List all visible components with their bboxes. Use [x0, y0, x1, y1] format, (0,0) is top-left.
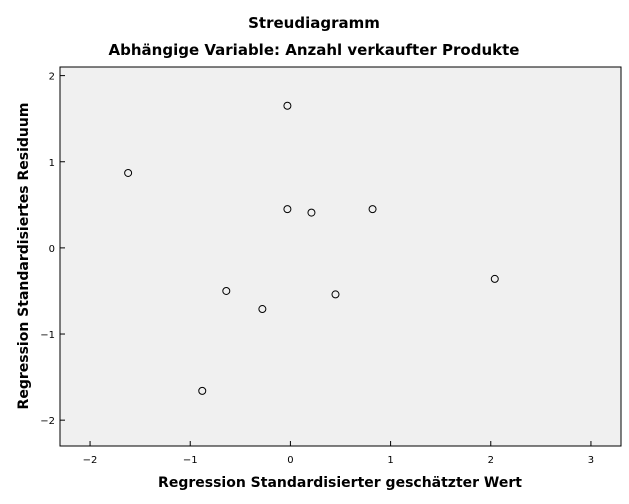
scatter-point [222, 286, 231, 295]
y-tick-label: −1 [40, 330, 55, 341]
plot-area [59, 66, 622, 447]
y-tick-label: 1 [49, 158, 55, 169]
y-axis-ticks: −2 −1 0 1 2 [40, 72, 65, 427]
scatter-point [307, 208, 316, 217]
y-axis-label: Regression Standardisiertes Residuum [16, 103, 32, 410]
scatter-point [490, 274, 499, 283]
x-tick-label: 1 [387, 455, 393, 466]
x-axis-label: Regression Standardisierter geschätzter … [158, 475, 522, 491]
scatter-point [258, 305, 267, 314]
x-axis-ticks: −2 −1 0 1 2 3 [83, 441, 594, 466]
y-tick-label: 2 [49, 72, 55, 83]
chart-title: Streudiagramm [248, 14, 380, 32]
x-tick-label: 3 [588, 455, 594, 466]
x-tick-label: 0 [287, 455, 293, 466]
scatter-point [198, 386, 207, 395]
y-tick-label: −2 [40, 416, 55, 427]
x-tick-label: −2 [83, 455, 98, 466]
x-tick-label: −1 [183, 455, 198, 466]
data-points [124, 101, 499, 395]
scatter-point [283, 101, 292, 110]
y-tick-label: 0 [49, 244, 55, 255]
scatter-point [331, 290, 340, 299]
scatter-point [283, 205, 292, 214]
x-tick-label: 2 [488, 455, 494, 466]
chart-subtitle: Abhängige Variable: Anzahl verkaufter Pr… [109, 41, 520, 59]
scatter-point [124, 168, 133, 177]
scatter-point [368, 205, 377, 214]
